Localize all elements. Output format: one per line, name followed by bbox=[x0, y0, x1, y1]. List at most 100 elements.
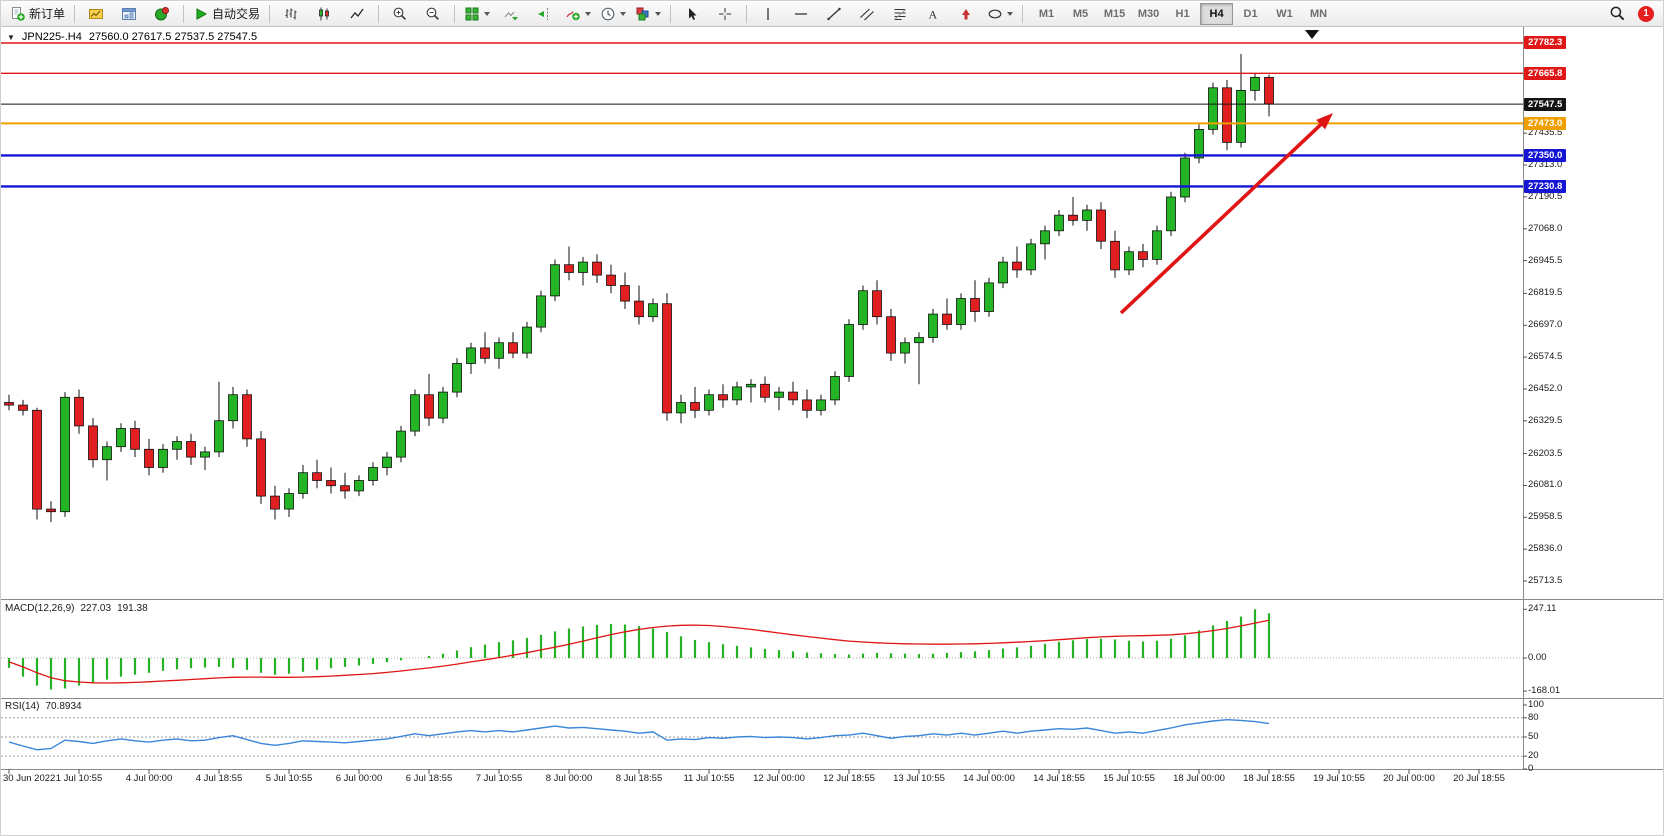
macd-signal-line bbox=[8, 619, 1270, 684]
trend-arrow-line[interactable] bbox=[1119, 117, 1328, 315]
bull-candle bbox=[844, 324, 854, 377]
tile-windows-button[interactable] bbox=[460, 2, 494, 26]
time-axis-label: 20 Jul 18:55 bbox=[1453, 773, 1505, 784]
bull-candle bbox=[284, 493, 294, 510]
vertical-line-tool-button[interactable] bbox=[752, 2, 784, 26]
templates-button[interactable] bbox=[631, 2, 665, 26]
price-badge-27665.8[interactable]: 27665.8 bbox=[1524, 66, 1567, 80]
text-tool-button[interactable]: A bbox=[917, 2, 949, 26]
bull-candle bbox=[452, 363, 462, 393]
candlestick-chart-icon bbox=[319, 7, 329, 20]
bull-candle bbox=[228, 394, 238, 422]
bear-candle bbox=[32, 409, 42, 510]
price-axis-label: 26574.5 bbox=[1528, 351, 1563, 363]
channel-tool-button[interactable] bbox=[851, 2, 883, 26]
bull-candle bbox=[1054, 214, 1064, 232]
bear-candle bbox=[312, 472, 322, 481]
chart-canvas[interactable] bbox=[1, 27, 1664, 836]
price-badge-27473.0[interactable]: 27473.0 bbox=[1524, 116, 1567, 130]
bear-candle bbox=[18, 404, 28, 411]
bull-candle bbox=[60, 396, 70, 513]
crosshair-icon bbox=[719, 7, 732, 20]
fibonacci-tool-button[interactable] bbox=[884, 2, 916, 26]
timeframe-m1-button[interactable]: M1 bbox=[1038, 7, 1055, 20]
bull-candle bbox=[1124, 251, 1134, 271]
crosshair-tool-button[interactable] bbox=[709, 2, 741, 26]
arrows-tool-button[interactable] bbox=[950, 2, 982, 26]
bear-candle bbox=[620, 285, 630, 302]
channel-icon bbox=[860, 8, 874, 20]
chart-shift-button[interactable] bbox=[528, 2, 560, 26]
price-axis-label: 26329.5 bbox=[1528, 414, 1563, 426]
trend-arrow-head[interactable] bbox=[1316, 113, 1333, 130]
bear-candle bbox=[256, 438, 266, 497]
price-axis-label: 26697.0 bbox=[1528, 319, 1563, 331]
indicators-button[interactable] bbox=[561, 2, 595, 26]
bull-candle bbox=[214, 420, 224, 453]
bull-candle bbox=[1026, 243, 1036, 271]
bull-candle bbox=[746, 383, 756, 388]
tile-windows-icon bbox=[465, 7, 479, 20]
time-axis-label: 6 Jul 18:55 bbox=[405, 773, 453, 784]
time-axis-label: 19 Jul 10:55 bbox=[1313, 773, 1365, 784]
search-button[interactable] bbox=[1601, 2, 1633, 26]
shapes-tool-button[interactable] bbox=[983, 2, 1017, 26]
cursor-tool-button[interactable] bbox=[676, 2, 708, 26]
autotrading-button[interactable]: 自动交易 bbox=[189, 2, 264, 26]
trendline-tool-button[interactable] bbox=[818, 2, 850, 26]
bear-candle bbox=[718, 394, 728, 401]
bull-candle bbox=[550, 264, 560, 297]
zoom-in-button[interactable] bbox=[384, 2, 416, 26]
timeframe-d1-button[interactable]: D1 bbox=[1243, 7, 1258, 20]
navigator-button[interactable] bbox=[113, 2, 145, 26]
zoom-out-button[interactable] bbox=[417, 2, 449, 26]
price-badge-27350.0[interactable]: 27350.0 bbox=[1524, 148, 1567, 162]
periods-button[interactable] bbox=[596, 2, 630, 26]
terminal-button[interactable] bbox=[146, 2, 178, 26]
bull-candle bbox=[914, 337, 924, 344]
timeframe-h1-button[interactable]: H1 bbox=[1175, 7, 1190, 20]
notification-badge[interactable]: 1 bbox=[1638, 5, 1654, 22]
periods-clock-icon bbox=[601, 7, 615, 20]
new-order-label: 新订单 bbox=[29, 7, 66, 21]
chart-symbol-label: JPN225-.H4 bbox=[21, 31, 82, 43]
bull-candle bbox=[1250, 77, 1260, 91]
auto-scroll-button[interactable] bbox=[495, 2, 527, 26]
timeframe-m15-button[interactable]: M15 bbox=[1103, 7, 1126, 20]
cursor-icon bbox=[689, 7, 697, 20]
market-watch-button[interactable] bbox=[80, 2, 112, 26]
price-badge-27230.8[interactable]: 27230.8 bbox=[1524, 179, 1567, 193]
new-order-button[interactable]: 新订单 bbox=[6, 2, 69, 26]
timeframe-w1-button[interactable]: W1 bbox=[1276, 7, 1293, 20]
bull-candle bbox=[354, 480, 364, 492]
price-axis-label: 27068.0 bbox=[1528, 222, 1563, 234]
bear-candle bbox=[508, 342, 518, 354]
horizontal-line-tool-button[interactable] bbox=[785, 2, 817, 26]
line-chart-button[interactable] bbox=[341, 2, 373, 26]
bull-candle bbox=[578, 261, 588, 273]
window-menu-icon[interactable]: ▼ bbox=[7, 32, 15, 42]
timeframe-m5-button[interactable]: M5 bbox=[1072, 7, 1089, 20]
timeframe-h4-button[interactable]: H4 bbox=[1200, 2, 1234, 25]
bull-candle bbox=[396, 430, 406, 458]
bull-candle bbox=[1194, 129, 1204, 159]
marker-triangle-icon[interactable] bbox=[1305, 30, 1319, 39]
text-tool-icon: A bbox=[929, 7, 938, 21]
bull-candle bbox=[1152, 230, 1162, 260]
timeframe-mn-button[interactable]: MN bbox=[1309, 7, 1328, 20]
bull-candle bbox=[172, 441, 182, 450]
toolbar-separator bbox=[74, 4, 76, 23]
chart-title: ▼ JPN225-.H4 27560.0 27617.5 27537.5 275… bbox=[7, 31, 257, 43]
price-badge-27782.3[interactable]: 27782.3 bbox=[1524, 36, 1567, 50]
navigator-icon bbox=[122, 7, 137, 20]
time-axis-label: 5 Jul 10:55 bbox=[265, 773, 313, 784]
price-badge-27547.5[interactable]: 27547.5 bbox=[1524, 97, 1567, 111]
bull-candle bbox=[998, 261, 1008, 284]
price-axis-label: 26203.5 bbox=[1528, 447, 1563, 459]
bull-candle bbox=[816, 399, 826, 411]
timeframe-m30-button[interactable]: M30 bbox=[1137, 7, 1160, 20]
bull-candle bbox=[956, 298, 966, 325]
time-axis-label: 6 Jul 00:00 bbox=[335, 773, 383, 784]
bar-chart-button[interactable] bbox=[275, 2, 307, 26]
candlestick-chart-button[interactable] bbox=[308, 2, 340, 26]
